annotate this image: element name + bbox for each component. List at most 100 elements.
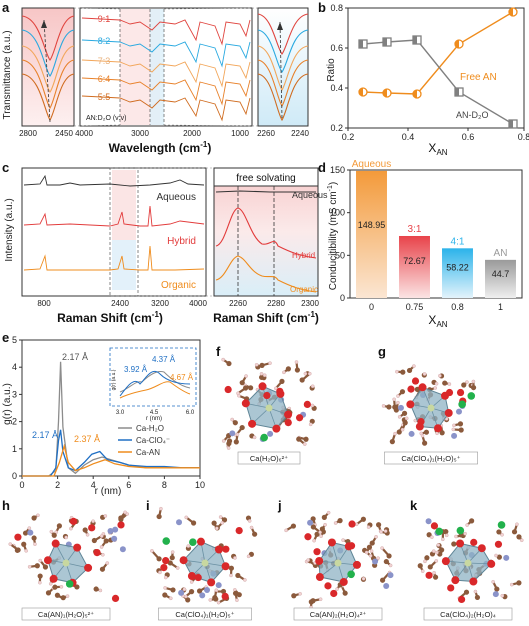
- carbon-atom: [474, 594, 481, 601]
- hydrogen-atom: [218, 515, 223, 519]
- oxygen-atom: [111, 594, 120, 603]
- carbon-atom: [243, 385, 249, 391]
- hydrogen-atom: [105, 561, 110, 565]
- hydrogen-atom: [247, 519, 252, 523]
- carbon-atom: [494, 586, 500, 592]
- carbon-atom: [235, 572, 241, 579]
- bar-tag: 4:1: [451, 236, 465, 247]
- hydrogen-atom: [38, 558, 43, 563]
- carbon-atom: [221, 517, 228, 523]
- molecule-cluster: [8, 510, 129, 601]
- carbon-atom: [188, 589, 195, 595]
- calcium-atom: [265, 404, 273, 412]
- calcium-atom: [201, 559, 209, 567]
- hydrogen-atom: [364, 550, 369, 555]
- nitrogen-atom: [112, 526, 119, 533]
- hydrogen-atom: [473, 589, 478, 594]
- legend-item: Ca-H₂O: [136, 424, 164, 433]
- oxygen-atom: [430, 522, 439, 530]
- panel-label: k: [410, 498, 418, 513]
- nitrogen-atom: [492, 591, 499, 598]
- hydrogen-atom: [447, 382, 452, 386]
- oxygen-atom: [222, 545, 230, 553]
- formula-label: Ca(ClO₄)₂(H₂O)₄: [440, 610, 496, 619]
- oxygen-atom: [469, 577, 478, 586]
- formula-label: Ca(ClO₄)₁(H₂O)₅⁺: [175, 610, 234, 619]
- hydrogen-atom: [388, 563, 393, 568]
- oxygen-atom: [194, 573, 202, 582]
- nitrogen-atom: [267, 430, 274, 437]
- carbon-atom: [406, 367, 413, 374]
- carbon-atom: [321, 514, 327, 520]
- bar-value-label: 58.22: [446, 263, 469, 273]
- y-tick-label: 5: [12, 335, 17, 345]
- oxygen-atom: [214, 545, 223, 554]
- hydrogen-atom: [430, 535, 434, 539]
- oxygen-atom: [263, 391, 271, 400]
- oxygen-atom: [88, 524, 96, 532]
- hydrogen-atom: [99, 545, 104, 549]
- carbon-atom: [469, 518, 475, 524]
- x-tick-label: 0.4: [402, 132, 415, 142]
- hydrogen-atom: [236, 391, 240, 396]
- oxygen-atom: [451, 576, 460, 585]
- inset-annot: 4.67 Å: [170, 373, 194, 382]
- carbon-atom: [233, 439, 239, 445]
- c-right-tick: 2260: [229, 299, 247, 308]
- panel-e-xlabel: r (nm): [95, 486, 122, 497]
- panel-label: h: [2, 498, 10, 513]
- carbon-atom: [457, 421, 464, 427]
- oxygen-atom: [179, 556, 188, 565]
- oxygen-atom: [93, 548, 101, 557]
- panel-a-xlabel: Wavelength (cm-1): [109, 140, 212, 155]
- c-left-tick: 4000: [189, 299, 207, 308]
- carbon-atom: [21, 541, 27, 547]
- bar-tag: AN: [494, 248, 508, 259]
- hydrogen-atom: [123, 510, 127, 515]
- y-tick-label: 0.2: [330, 123, 343, 133]
- carbon-atom: [156, 513, 162, 520]
- hydrogen-atom: [392, 397, 396, 402]
- carbon-atom: [248, 385, 254, 391]
- structure-panel: i Ca(ClO₄)₁(H₂O)₅⁺: [146, 498, 258, 621]
- oxygen-atom: [284, 410, 293, 419]
- chlorine-atom: [497, 521, 506, 529]
- hydrogen-atom: [369, 549, 374, 553]
- carbon-atom: [376, 522, 382, 528]
- nitrogen-atom: [455, 408, 462, 415]
- y-tick-label: 2: [12, 417, 17, 427]
- bar-tag: Aqueous: [352, 159, 391, 170]
- bar-value-label: 148.95: [358, 220, 386, 230]
- hydrogen-atom: [434, 381, 439, 386]
- hydrogen-atom: [420, 569, 425, 573]
- carbon-atom: [91, 537, 97, 544]
- hydrogen-atom: [326, 510, 331, 515]
- hydrogen-atom: [444, 533, 449, 538]
- hydrogen-atom: [323, 522, 327, 527]
- data-point-fill: [509, 120, 513, 128]
- hydrogen-atom: [268, 361, 272, 365]
- oxygen-atom: [315, 556, 324, 565]
- carbon-atom: [52, 584, 58, 590]
- hydrogen-atom: [65, 594, 70, 598]
- panel-label: j: [277, 498, 282, 513]
- hydrogen-atom: [24, 549, 28, 553]
- oxygen-atom: [418, 383, 427, 392]
- x-tick-label: 2: [55, 480, 60, 490]
- y-tick-label: 0.6: [330, 43, 343, 53]
- x-tick-label: 6: [126, 480, 131, 490]
- carbon-atom: [310, 516, 316, 522]
- carbon-atom: [228, 565, 234, 571]
- c-series-label: Hybrid: [167, 236, 196, 247]
- oxygen-atom: [315, 573, 324, 582]
- panel-label-e: e: [2, 330, 9, 345]
- oxygen-atom: [284, 418, 292, 427]
- hydrogen-atom: [441, 537, 445, 542]
- hydrogen-atom: [438, 373, 442, 378]
- hydrogen-atom: [366, 525, 371, 529]
- oxygen-atom: [162, 557, 170, 565]
- hydrogen-atom: [333, 521, 338, 525]
- nitrogen-atom: [178, 589, 185, 596]
- hydrogen-atom: [186, 544, 191, 548]
